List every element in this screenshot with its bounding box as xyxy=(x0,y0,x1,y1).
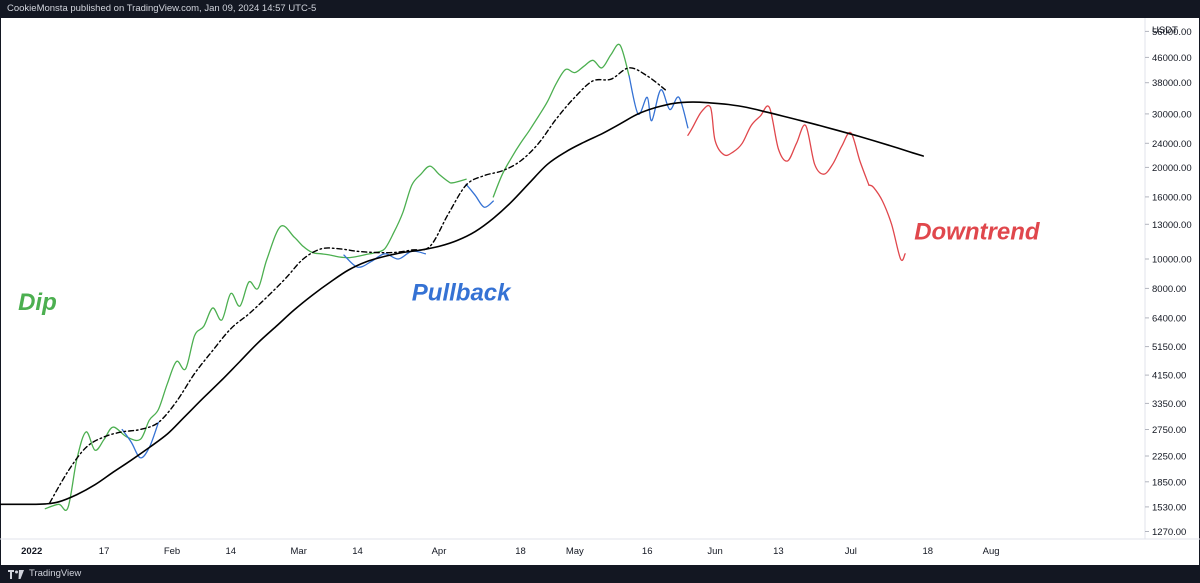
time-tick-label: Mar xyxy=(291,546,307,557)
price-axis[interactable]: 56000.00 46000.00 38000.00 30000.00 24000.00… xyxy=(1145,27,1192,538)
footer-brand: TradingView xyxy=(29,568,82,579)
price-tick-label: 16000.00 xyxy=(1152,192,1192,203)
price-tick-label: 13000.00 xyxy=(1152,220,1192,231)
series-line-pullback-2[interactable] xyxy=(343,250,427,268)
time-tick-label: 17 xyxy=(99,546,110,557)
publisher-text: CookieMonsta published on TradingView.co… xyxy=(7,3,317,14)
price-tick-label: 2750.00 xyxy=(1152,425,1186,436)
tradingview-logo-icon xyxy=(8,569,24,579)
time-tick-label: Jul xyxy=(845,546,857,557)
price-tick-label: 4150.00 xyxy=(1152,371,1186,382)
price-tick-label: 6400.00 xyxy=(1152,313,1186,324)
series-line-pullback-3[interactable] xyxy=(465,183,494,208)
time-tick-label: 16 xyxy=(642,546,653,557)
time-tick-label: May xyxy=(566,546,584,557)
annotation-dip: Dip xyxy=(18,289,57,316)
annotations: Dip Pullback Downtrend xyxy=(18,218,1041,316)
time-tick-label: 14 xyxy=(352,546,363,557)
time-tick-label: 18 xyxy=(515,546,526,557)
price-tick-label: 1530.00 xyxy=(1152,502,1186,513)
series-line-dip-0[interactable] xyxy=(44,165,467,512)
series-line-downtrend-7[interactable] xyxy=(868,184,906,262)
price-tick-label: 1270.00 xyxy=(1152,527,1186,538)
series-line-dip-4[interactable] xyxy=(492,43,630,198)
price-tick-label: 2250.00 xyxy=(1152,452,1186,463)
footer-bar: TradingView xyxy=(0,565,1200,583)
series-line-ma-8[interactable] xyxy=(0,101,924,506)
annotation-pullback: Pullback xyxy=(412,280,512,307)
currency-label: USDT xyxy=(1152,25,1178,36)
series-line-downtrend-6[interactable] xyxy=(687,104,870,186)
price-tick-label: 20000.00 xyxy=(1152,163,1192,174)
annotation-downtrend: Downtrend xyxy=(914,218,1041,245)
time-axis[interactable]: 2022 17 Feb 14 Mar 14 Apr 18 May 16 Jun 13 Jul 18 Aug xyxy=(21,546,999,557)
price-tick-label: 46000.00 xyxy=(1152,53,1192,64)
time-tick-label: 18 xyxy=(923,546,934,557)
price-tick-label: 30000.00 xyxy=(1152,109,1192,120)
price-tick-label: 10000.00 xyxy=(1152,255,1192,266)
time-tick-label: 2022 xyxy=(21,546,42,557)
price-tick-label: 56000.00 xyxy=(1152,27,1192,38)
series-line-ma-dashed-9[interactable] xyxy=(49,67,666,504)
series-line-pullback-1[interactable] xyxy=(121,421,160,459)
price-tick-label: 24000.00 xyxy=(1152,139,1192,150)
time-tick-label: Aug xyxy=(983,546,1000,557)
price-tick-label: 8000.00 xyxy=(1152,284,1186,295)
price-tick-label: 38000.00 xyxy=(1152,78,1192,89)
price-tick-label: 1850.00 xyxy=(1152,477,1186,488)
plot-area[interactable] xyxy=(0,43,924,512)
time-tick-label: 13 xyxy=(773,546,784,557)
price-tick-label: 5150.00 xyxy=(1152,342,1186,353)
time-tick-label: 14 xyxy=(226,546,237,557)
price-tick-label: 3350.00 xyxy=(1152,399,1186,410)
time-tick-label: Feb xyxy=(164,546,180,557)
price-chart[interactable]: USDT 56000.00 46000.00 38000.00 30000.00 240… xyxy=(0,18,1200,565)
time-tick-label: Jun xyxy=(707,546,722,557)
publisher-bar: CookieMonsta published on TradingView.co… xyxy=(0,0,1200,18)
time-tick-label: Apr xyxy=(432,546,447,557)
